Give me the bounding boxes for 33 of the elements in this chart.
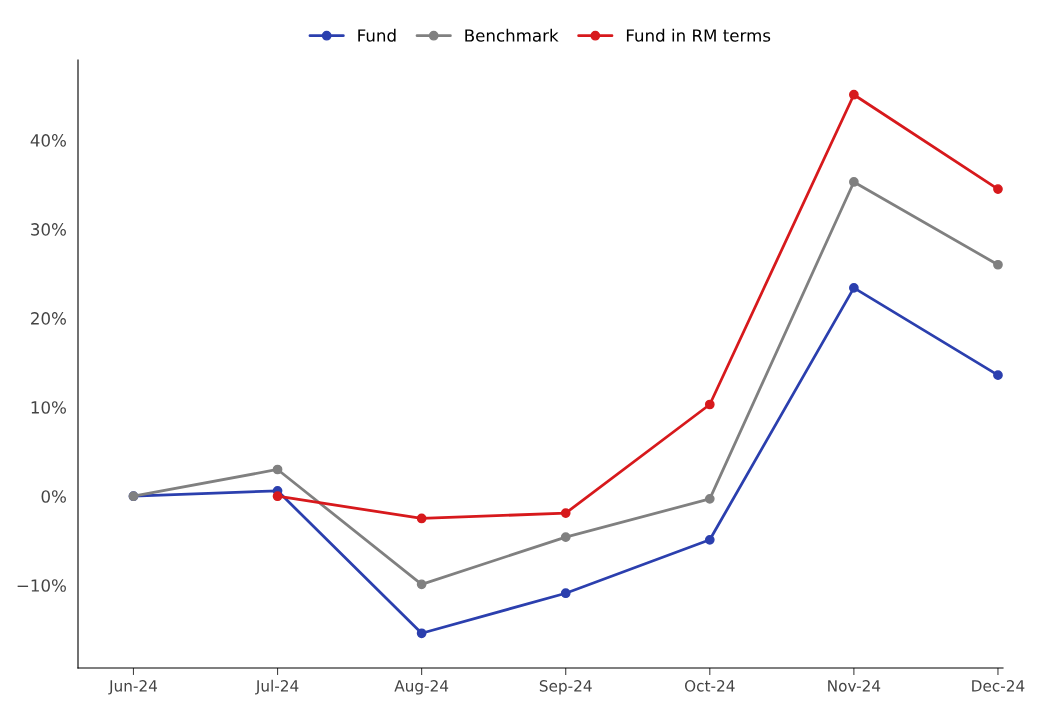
point: [560, 532, 571, 543]
legend-label: Fund: [358, 28, 396, 42]
point: [993, 370, 1003, 380]
legend-label: Fund in RM terms: [626, 28, 771, 42]
x-tick-label: Jun-24: [108, 680, 158, 695]
point: [416, 579, 427, 590]
y-tick-label: 20%: [31, 312, 66, 325]
point: [560, 588, 571, 599]
point: [993, 184, 1003, 194]
point: [849, 177, 859, 187]
y-tick-label: −10%: [17, 579, 66, 592]
point: [993, 259, 1003, 270]
x-tick-label: Aug-24: [394, 680, 449, 695]
point: [272, 491, 283, 502]
x-tick-label: Nov-24: [828, 680, 881, 692]
x-tick-label: Oct-24: [684, 680, 735, 692]
point: [416, 513, 427, 524]
point: [849, 89, 859, 100]
point: [704, 534, 715, 545]
point: [704, 399, 715, 410]
y-tick-label: 0%: [41, 490, 66, 503]
x-tick-label: Jul-24: [255, 679, 299, 695]
point: [849, 283, 859, 293]
legend-label: Benchmark: [465, 28, 559, 42]
y-tick-label: 10%: [31, 401, 66, 414]
x-tick-label: Dec-24: [972, 680, 1025, 692]
x-tick-label: Sep-24: [539, 680, 592, 695]
y-tick-label: 40%: [30, 134, 66, 147]
point: [416, 628, 427, 639]
point: [272, 464, 283, 475]
point: [560, 508, 571, 518]
y-tick-label: 30%: [31, 223, 66, 236]
point: [704, 494, 715, 504]
